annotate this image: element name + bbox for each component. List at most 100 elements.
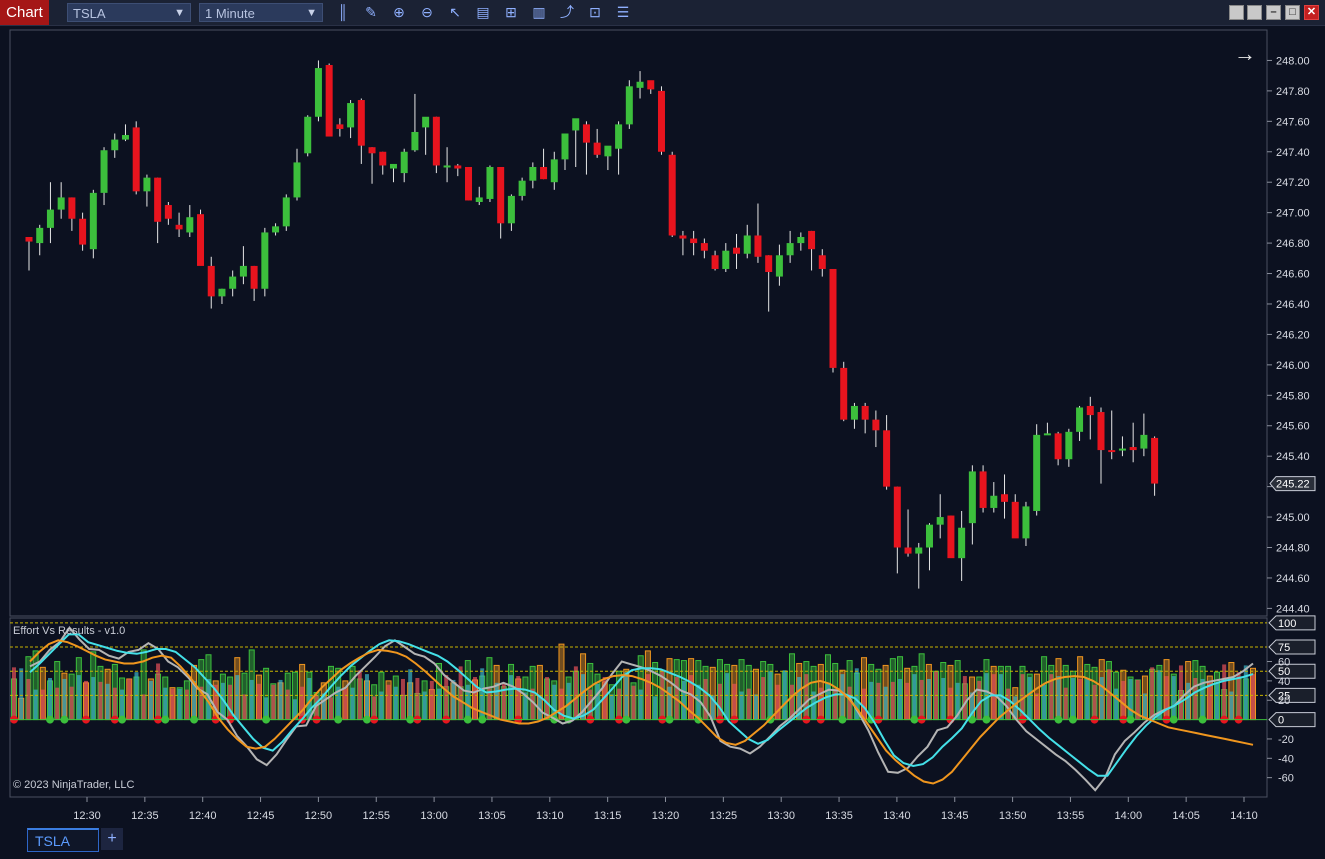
results-bar bbox=[314, 695, 319, 720]
zoom-in-icon[interactable]: ⊕ bbox=[393, 4, 405, 20]
results-bar bbox=[617, 688, 622, 720]
results-bar bbox=[242, 694, 247, 720]
results-bar bbox=[595, 683, 600, 720]
candle-body bbox=[690, 238, 698, 244]
restore-icon[interactable] bbox=[1247, 5, 1262, 20]
results-bar bbox=[739, 691, 744, 720]
results-bar bbox=[1020, 674, 1025, 720]
candle-body bbox=[132, 127, 140, 192]
results-bar bbox=[1013, 696, 1018, 720]
candle-body bbox=[465, 166, 473, 201]
results-bar bbox=[1034, 693, 1039, 720]
candle-body bbox=[293, 162, 301, 198]
results-bar bbox=[869, 681, 874, 720]
interval-selector-value: 1 Minute bbox=[205, 6, 255, 21]
results-bar bbox=[1049, 674, 1054, 720]
maximize-icon[interactable]: □ bbox=[1285, 5, 1300, 20]
instrument-selector[interactable]: TSLA ▼ bbox=[67, 3, 191, 22]
results-bar bbox=[480, 668, 485, 720]
results-bar bbox=[919, 679, 924, 720]
candle-body bbox=[89, 192, 97, 250]
candle-body bbox=[572, 118, 580, 131]
results-bar bbox=[473, 677, 478, 720]
candle-body bbox=[1043, 433, 1051, 436]
chart-trader-icon[interactable]: ▥ bbox=[532, 4, 546, 20]
pointer-icon[interactable]: ↖ bbox=[449, 4, 461, 20]
templates-icon[interactable]: ⊞ bbox=[505, 4, 517, 20]
chart-canvas[interactable]: 248.00 247.80 247.60 247.40 247.20 247.00 246.… bbox=[0, 26, 1325, 826]
candle-body bbox=[625, 86, 633, 125]
chart-window-tag[interactable]: Chart bbox=[0, 0, 49, 25]
add-tab-button[interactable]: + bbox=[101, 828, 123, 850]
results-bar bbox=[681, 680, 686, 720]
copyright-text: © 2023 NinjaTrader, LLC bbox=[13, 779, 134, 791]
results-bar bbox=[1243, 665, 1248, 720]
results-bar bbox=[732, 683, 737, 720]
price-tick-label: 246.40 bbox=[1276, 299, 1310, 311]
candle-body bbox=[936, 517, 944, 525]
candle-body bbox=[207, 265, 215, 297]
minimize-icon[interactable]: – bbox=[1266, 5, 1281, 20]
results-bar bbox=[1214, 682, 1219, 720]
results-bar bbox=[429, 680, 434, 720]
strategies-icon[interactable]: ⤴ bbox=[560, 4, 574, 20]
scroll-arrow-icon[interactable]: → bbox=[1234, 41, 1256, 66]
tile-icon[interactable] bbox=[1229, 5, 1244, 20]
results-bar bbox=[228, 684, 233, 720]
candle-body bbox=[615, 124, 623, 149]
results-bar bbox=[1042, 684, 1047, 720]
candle-body bbox=[250, 265, 258, 289]
candle-body bbox=[411, 131, 419, 151]
results-bar bbox=[19, 668, 24, 720]
pencil-icon[interactable]: ✎ bbox=[365, 4, 377, 20]
price-axis: 248.00 247.80 247.60 247.40 247.20 247.00 246.… bbox=[1267, 55, 1316, 615]
results-bar bbox=[55, 687, 60, 720]
results-bar bbox=[1063, 687, 1068, 720]
zoom-out-icon[interactable]: ⊖ bbox=[421, 4, 433, 20]
cyan-line bbox=[29, 633, 1254, 777]
bar-type-icon[interactable]: ║ bbox=[338, 4, 348, 20]
candle-body bbox=[68, 197, 76, 219]
candle-body bbox=[100, 150, 108, 193]
results-bar bbox=[177, 688, 182, 720]
candle-body bbox=[636, 81, 644, 88]
candle-body bbox=[304, 116, 312, 154]
indicators-icon[interactable]: ⊡ bbox=[589, 4, 601, 20]
candlesticks bbox=[25, 60, 1159, 589]
results-bar bbox=[1092, 684, 1097, 720]
results-bar bbox=[170, 688, 175, 720]
results-bar bbox=[292, 699, 297, 720]
indicator-title: Effort Vs Results - v1.0 bbox=[13, 625, 125, 637]
tab-tsla[interactable]: TSLA bbox=[27, 828, 99, 852]
candle-body bbox=[550, 159, 558, 183]
candle-body bbox=[529, 166, 537, 181]
candle-body bbox=[829, 268, 837, 368]
results-bar bbox=[372, 696, 377, 720]
candle-body bbox=[797, 237, 805, 244]
candle-body bbox=[657, 90, 665, 152]
results-bar bbox=[970, 692, 975, 720]
interval-selector[interactable]: 1 Minute ▼ bbox=[199, 3, 323, 22]
price-tick-label: 248.00 bbox=[1276, 55, 1310, 67]
properties-icon[interactable]: ☰ bbox=[616, 4, 630, 20]
results-bar bbox=[120, 689, 125, 720]
results-bar bbox=[523, 692, 528, 720]
results-bar bbox=[717, 683, 722, 720]
indicator-panel-border bbox=[9, 617, 1268, 798]
results-bar bbox=[1056, 676, 1061, 720]
data-box-icon[interactable]: ▤ bbox=[476, 4, 490, 20]
candle-body bbox=[990, 495, 998, 508]
candle-body bbox=[647, 80, 655, 90]
results-bar bbox=[667, 686, 672, 720]
indicator-tick-label: 20 bbox=[1278, 695, 1290, 707]
time-tick-label: 13:50 bbox=[999, 810, 1027, 822]
candle-body bbox=[282, 197, 290, 227]
results-bar bbox=[1222, 664, 1227, 720]
candle-body bbox=[711, 255, 719, 269]
close-icon[interactable]: ✕ bbox=[1304, 5, 1319, 20]
results-bar bbox=[818, 687, 823, 720]
candle-body bbox=[775, 255, 783, 277]
candle-body bbox=[786, 243, 794, 256]
results-bar bbox=[703, 678, 708, 720]
results-bar bbox=[761, 677, 766, 720]
